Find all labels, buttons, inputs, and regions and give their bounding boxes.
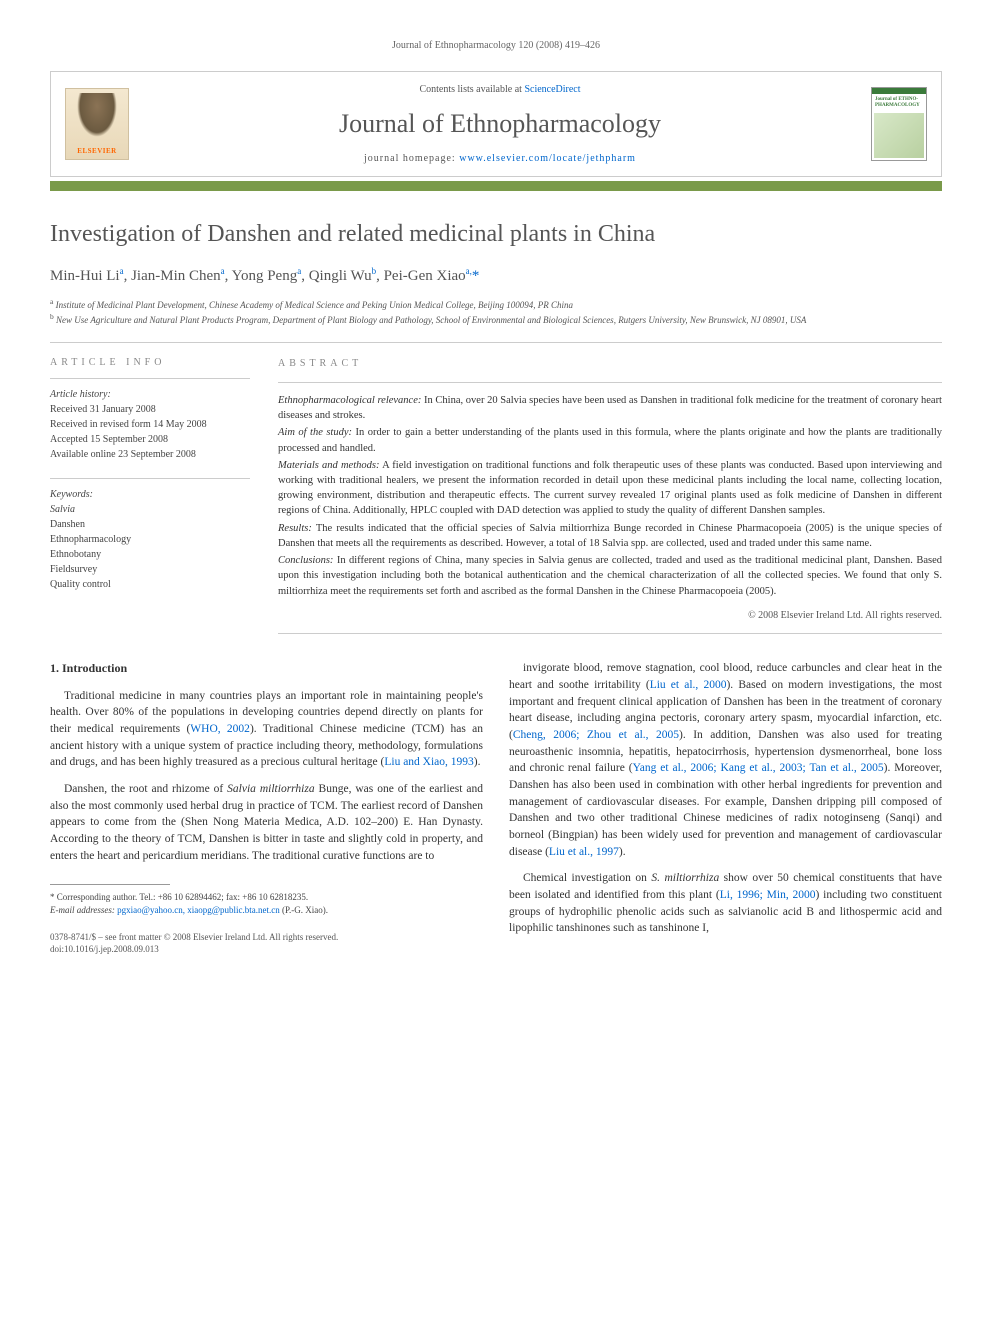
body-paragraph: Traditional medicine in many countries p… <box>50 688 483 771</box>
article-history: Article history: Received 31 January 200… <box>50 389 250 462</box>
affiliations: a Institute of Medicinal Plant Developme… <box>50 297 942 326</box>
doi-line: doi:10.1016/j.jep.2008.09.013 <box>50 943 483 956</box>
article-info-column: ARTICLE INFO Article history: Received 3… <box>50 357 250 634</box>
email-link[interactable]: pgxiao@yahoo.cn, xiaopg@public.bta.net.c… <box>117 905 280 915</box>
list-item: Ethnopharmacology <box>50 532 250 547</box>
list-item: Received in revised form 14 May 2008 <box>50 417 250 432</box>
body-columns: 1. Introduction Traditional medicine in … <box>50 660 942 955</box>
homepage-link[interactable]: www.elsevier.com/locate/jethpharm <box>459 153 636 164</box>
email-label: E-mail addresses: <box>50 905 115 915</box>
homepage-prefix: journal homepage: <box>364 153 459 164</box>
divider <box>50 342 942 343</box>
masthead: ELSEVIER Contents lists available at Sci… <box>50 71 942 177</box>
cover-title: Journal of ETHNO-PHARMACOLOGY <box>872 94 926 111</box>
email-attribution: (P.-G. Xiao). <box>282 905 328 915</box>
right-column: invigorate blood, remove stagnation, coo… <box>509 660 942 955</box>
contents-prefix: Contents lists available at <box>419 84 524 95</box>
keywords-block: Keywords: SalviaDanshenEthnopharmacology… <box>50 489 250 592</box>
bottom-meta: 0378-8741/$ – see front matter © 2008 El… <box>50 931 483 956</box>
journal-name: Journal of Ethnopharmacology <box>141 109 859 139</box>
abstract-paragraph: Materials and methods: A field investiga… <box>278 458 942 519</box>
abstract-body: Ethnopharmacological relevance: In China… <box>278 393 942 599</box>
list-item: Salvia <box>50 502 250 517</box>
journal-cover-thumbnail: Journal of ETHNO-PHARMACOLOGY <box>871 87 927 161</box>
abstract-copyright: © 2008 Elsevier Ireland Ltd. All rights … <box>278 609 942 624</box>
footnotes: * Corresponding author. Tel.: +86 10 628… <box>50 891 483 916</box>
abstract-column: ABSTRACT Ethnopharmacological relevance:… <box>278 357 942 634</box>
sciencedirect-link[interactable]: ScienceDirect <box>524 84 580 95</box>
abstract-paragraph: Conclusions: In different regions of Chi… <box>278 553 942 599</box>
left-column: 1. Introduction Traditional medicine in … <box>50 660 483 955</box>
body-paragraph: Chemical investigation on S. miltiorrhiz… <box>509 870 942 937</box>
article-title: Investigation of Danshen and related med… <box>50 219 942 250</box>
keywords-list: SalviaDanshenEthnopharmacologyEthnobotan… <box>50 502 250 592</box>
elsevier-label: ELSEVIER <box>77 147 116 155</box>
author-list: Min-Hui Lia, Jian-Min Chena, Yong Penga,… <box>50 266 942 285</box>
body-paragraph: Danshen, the root and rhizome of Salvia … <box>50 781 483 864</box>
color-bar <box>50 181 942 191</box>
intro-heading: 1. Introduction <box>50 660 483 677</box>
list-item: Available online 23 September 2008 <box>50 447 250 462</box>
history-heading: Article history: <box>50 389 250 400</box>
abstract-paragraph: Ethnopharmacological relevance: In China… <box>278 393 942 423</box>
affiliation-b: b New Use Agriculture and Natural Plant … <box>50 312 942 327</box>
issn-line: 0378-8741/$ – see front matter © 2008 El… <box>50 931 483 944</box>
list-item: Danshen <box>50 517 250 532</box>
footnote-separator <box>50 884 170 885</box>
abstract-label: ABSTRACT <box>278 357 942 372</box>
abstract-paragraph: Results: The results indicated that the … <box>278 521 942 551</box>
history-list: Received 31 January 2008Received in revi… <box>50 402 250 462</box>
list-item: Fieldsurvey <box>50 562 250 577</box>
list-item: Received 31 January 2008 <box>50 402 250 417</box>
body-paragraph: invigorate blood, remove stagnation, coo… <box>509 660 942 860</box>
contents-line: Contents lists available at ScienceDirec… <box>141 84 859 95</box>
running-header: Journal of Ethnopharmacology 120 (2008) … <box>50 40 942 51</box>
left-paras: Traditional medicine in many countries p… <box>50 688 483 865</box>
keywords-heading: Keywords: <box>50 489 250 500</box>
article-info-label: ARTICLE INFO <box>50 357 250 368</box>
list-item: Quality control <box>50 577 250 592</box>
elsevier-tree-icon <box>77 93 117 137</box>
list-item: Ethnobotany <box>50 547 250 562</box>
corresponding-author: * Corresponding author. Tel.: +86 10 628… <box>50 891 483 904</box>
right-paras: invigorate blood, remove stagnation, coo… <box>509 660 942 937</box>
email-line: E-mail addresses: pgxiao@yahoo.cn, xiaop… <box>50 904 483 917</box>
abstract-paragraph: Aim of the study: In order to gain a bet… <box>278 425 942 455</box>
elsevier-logo: ELSEVIER <box>65 88 129 160</box>
list-item: Accepted 15 September 2008 <box>50 432 250 447</box>
affiliation-a: a Institute of Medicinal Plant Developme… <box>50 297 942 312</box>
homepage-line: journal homepage: www.elsevier.com/locat… <box>141 153 859 164</box>
